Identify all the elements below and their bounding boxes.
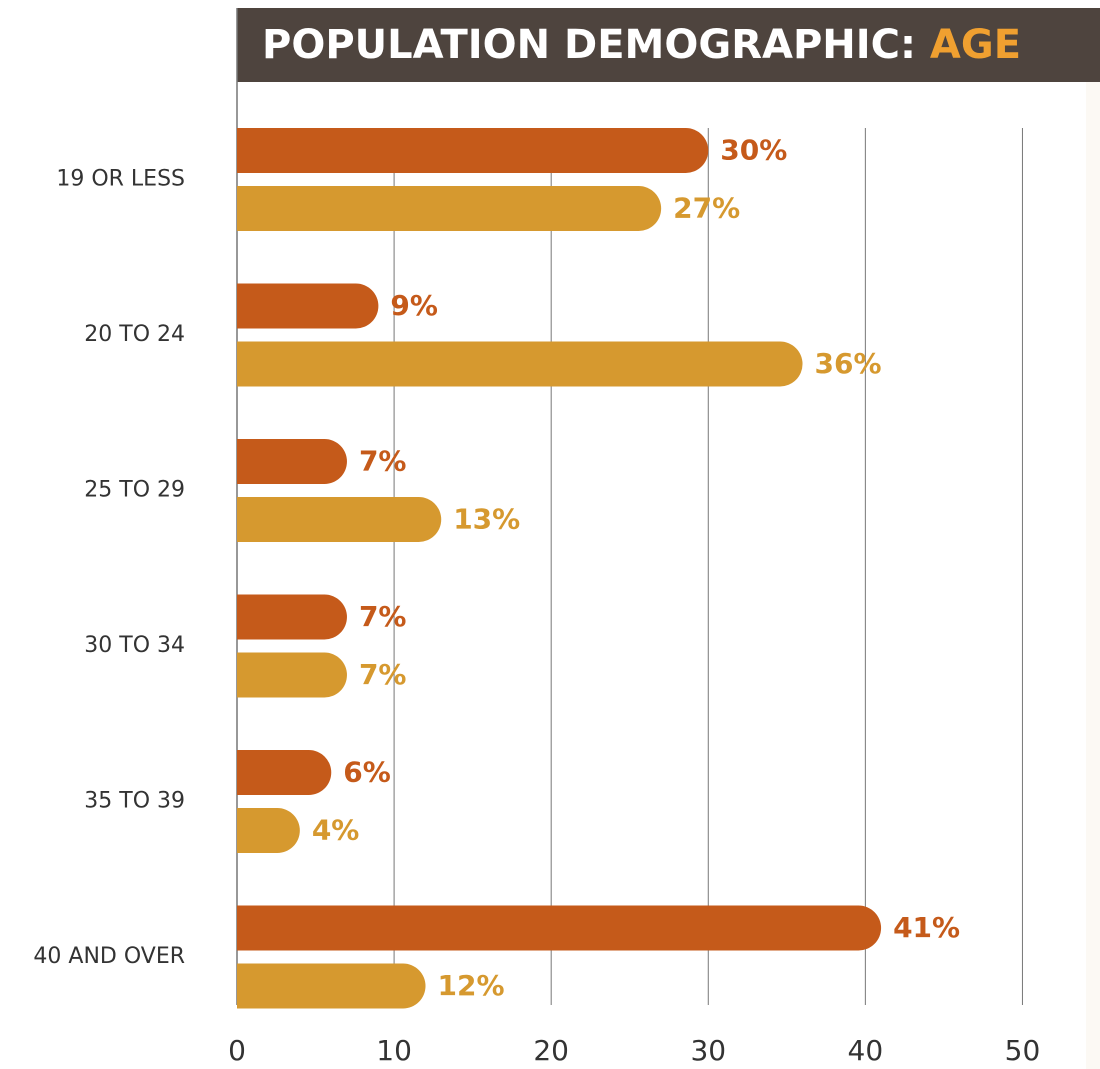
data-label: 9% — [390, 289, 438, 322]
x-tick-label: 50 — [1005, 1034, 1041, 1067]
y-tick-label: 35 TO 39 — [84, 789, 185, 814]
data-label: 12% — [438, 969, 505, 1002]
x-tick-label: 10 — [376, 1034, 412, 1067]
bar — [237, 750, 332, 795]
bar — [237, 594, 347, 640]
data-label: 6% — [343, 756, 391, 789]
x-tick-label: 20 — [533, 1034, 569, 1067]
chart-title: POPULATION DEMOGRAPHIC: AGE — [262, 22, 1021, 68]
bar — [237, 963, 426, 1009]
y-tick-label: 19 OR LESS — [56, 167, 185, 192]
data-label: 41% — [893, 911, 960, 944]
bar — [237, 652, 347, 698]
data-label: 7% — [359, 445, 407, 478]
bar — [237, 341, 803, 387]
y-tick-label: 20 TO 24 — [84, 322, 185, 347]
data-label: 27% — [673, 192, 740, 225]
data-label: 30% — [720, 134, 787, 167]
y-tick-label: 40 AND OVER — [33, 944, 185, 969]
title-bar — [237, 8, 1100, 82]
chart-title-main: POPULATION DEMOGRAPHIC: — [262, 22, 916, 68]
x-tick-label: 40 — [848, 1034, 884, 1067]
x-tick-label: 30 — [690, 1034, 726, 1067]
bar — [237, 283, 379, 329]
chart-title-highlight: AGE — [930, 22, 1021, 68]
background-strip — [1086, 82, 1100, 1069]
bar — [237, 128, 709, 173]
data-label: 36% — [815, 347, 882, 380]
data-label: 7% — [359, 600, 407, 633]
data-label: 13% — [453, 503, 520, 536]
bar — [237, 905, 882, 951]
y-tick-label: 30 TO 34 — [84, 633, 185, 658]
data-label: 4% — [312, 814, 360, 847]
bar — [237, 497, 442, 542]
y-tick-label: 25 TO 29 — [84, 478, 185, 503]
bar — [237, 808, 300, 853]
x-tick-label: 0 — [228, 1034, 246, 1067]
data-label: 7% — [359, 658, 407, 691]
bar — [237, 439, 347, 484]
bar — [237, 186, 662, 231]
